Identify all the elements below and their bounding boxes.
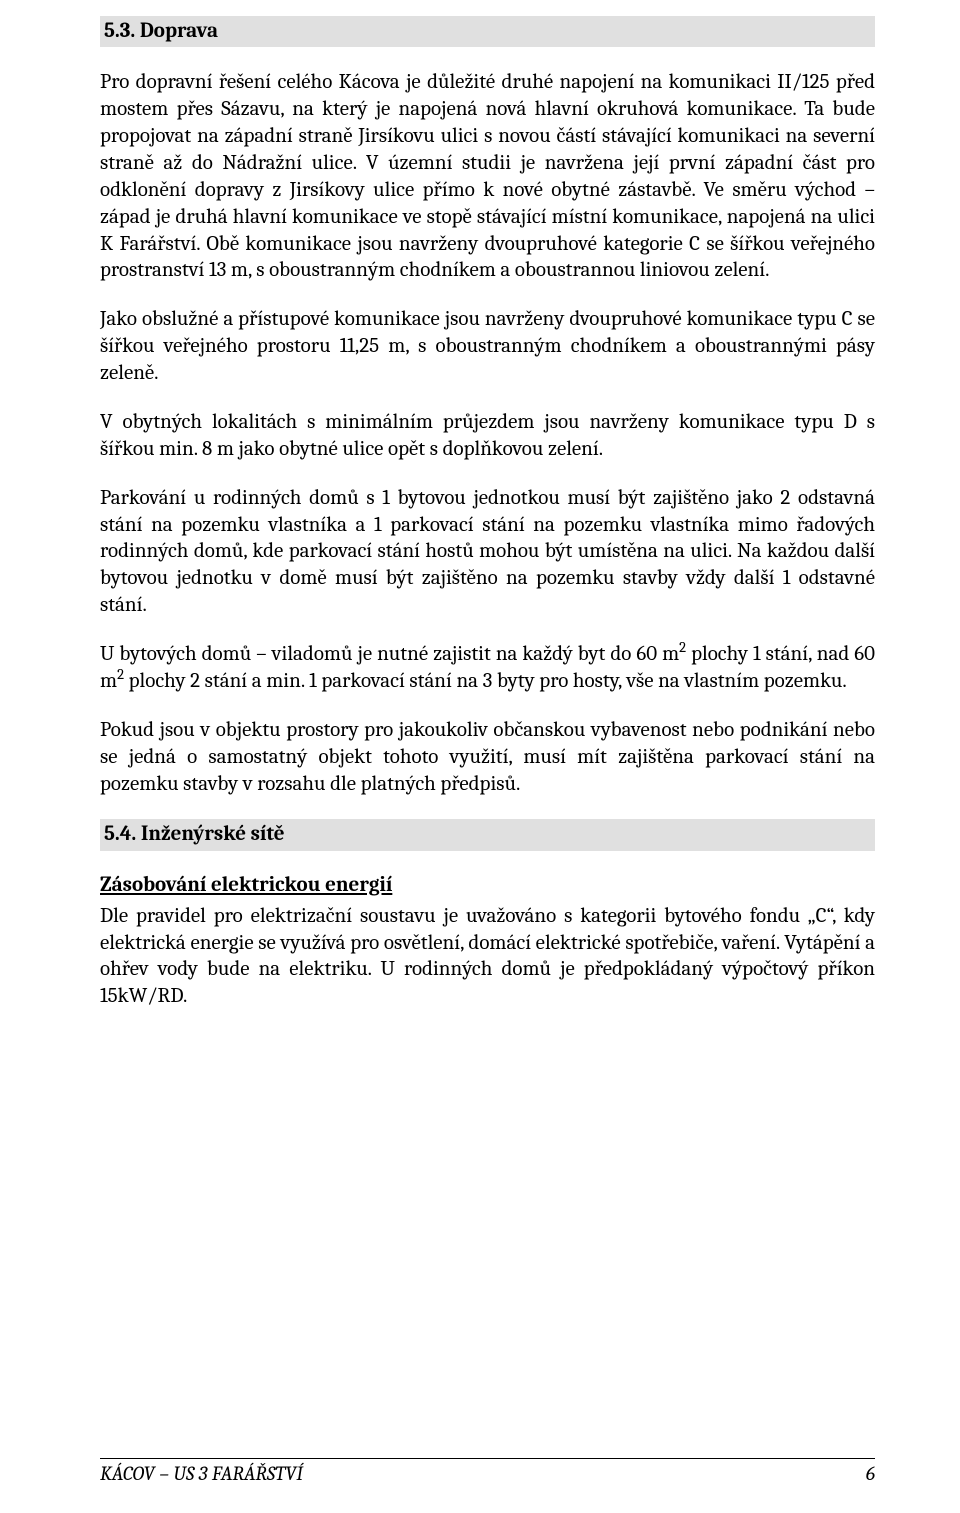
superscript: 2 [117,666,124,683]
paragraph: Pokud jsou v objektu prostory pro jakouk… [100,717,875,798]
page-footer: KÁCOV – US 3 FARÁŘSTVÍ 6 [100,1458,875,1485]
footer-page-number: 6 [866,1462,875,1485]
paragraph: Dle pravidel pro elektrizační soustavu j… [100,903,875,1011]
text-run: U bytových domů – viladomů je nutné zaji… [100,642,679,666]
paragraph: Parkování u rodinných domů s 1 bytovou j… [100,485,875,619]
footer-title: KÁCOV – US 3 FARÁŘSTVÍ [100,1462,303,1485]
paragraph: U bytových domů – viladomů je nutné zaji… [100,641,875,695]
paragraph: Pro dopravní řešení celého Kácova je důl… [100,69,875,284]
page: 5.3. Doprava Pro dopravní řešení celého … [0,0,960,1513]
paragraph: Jako obslužné a přístupové komunikace js… [100,306,875,387]
heading-5-4-inzenyrske-site: 5.4. Inženýrské sítě [100,819,875,850]
heading-5-3-doprava: 5.3. Doprava [100,16,875,47]
text-run: plochy 2 stání a min. 1 parkovací stání … [124,669,847,693]
paragraph: V obytných lokalitách s minimálním průje… [100,409,875,463]
subheading-zasobovani-elektrickou: Zásobování elektrickou energií [100,873,875,897]
